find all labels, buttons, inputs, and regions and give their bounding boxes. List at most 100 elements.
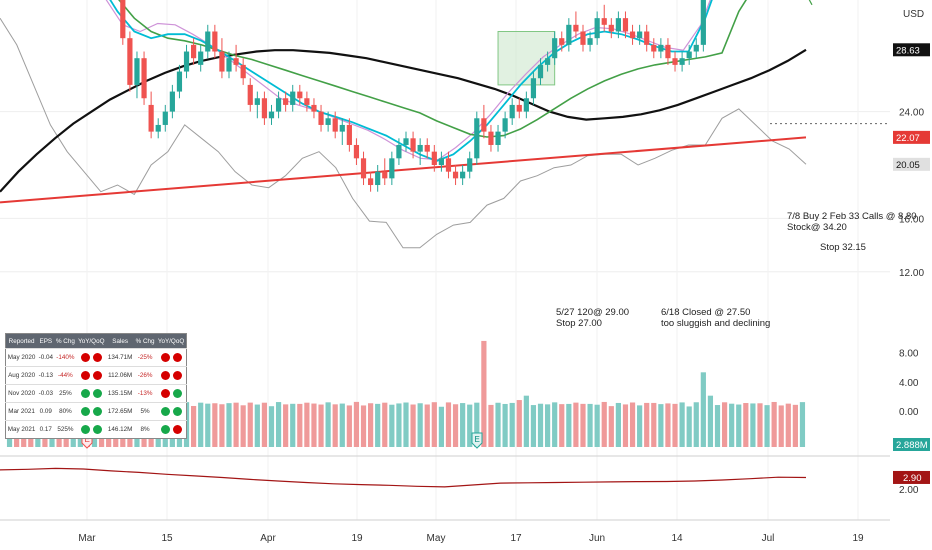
header-reported: Reported bbox=[5, 333, 38, 349]
volume-tick: 4.00 bbox=[899, 378, 919, 389]
lower-tick: 2.00 bbox=[899, 485, 919, 496]
red-dot-icon bbox=[160, 353, 170, 362]
volume-bar bbox=[240, 405, 246, 447]
volume-bar bbox=[714, 405, 721, 447]
annotation-stop: Stop 32.15 bbox=[820, 242, 866, 253]
earnings-marker-2[interactable]: E bbox=[471, 432, 483, 449]
volume-bar bbox=[254, 404, 260, 447]
price-tick: 12.00 bbox=[899, 268, 924, 279]
volume-bar bbox=[799, 402, 806, 447]
candle bbox=[389, 151, 395, 186]
candle bbox=[452, 165, 459, 186]
volume-bar bbox=[304, 402, 310, 447]
lower-indicator bbox=[0, 467, 807, 488]
candle bbox=[438, 151, 444, 172]
earnings-marker-2-label: E bbox=[475, 435, 480, 444]
volume-bar bbox=[658, 404, 664, 447]
volume-bar bbox=[615, 402, 621, 447]
green-dot-icon bbox=[80, 389, 90, 398]
candle bbox=[290, 84, 296, 112]
candle bbox=[424, 138, 430, 159]
candle bbox=[219, 38, 225, 79]
candle bbox=[686, 44, 692, 65]
volume-bar bbox=[290, 403, 296, 447]
volume-bar bbox=[268, 406, 275, 447]
header-eps: EPS bbox=[37, 333, 55, 349]
volume-bar bbox=[757, 403, 763, 447]
candle bbox=[608, 18, 614, 39]
volume-bar bbox=[552, 402, 558, 447]
svg-text:22.07: 22.07 bbox=[896, 133, 920, 144]
candle bbox=[198, 44, 204, 72]
candle bbox=[509, 98, 515, 125]
svg-text:2.888M: 2.888M bbox=[896, 440, 928, 451]
svg-text:20.05: 20.05 bbox=[896, 160, 920, 171]
volume-bar bbox=[580, 403, 586, 447]
candle bbox=[445, 151, 452, 179]
row-sales-dots bbox=[156, 402, 187, 421]
red-dot-icon bbox=[172, 425, 182, 434]
green-dot-icon bbox=[80, 425, 90, 434]
volume-bar bbox=[346, 405, 352, 447]
green-dot-icon bbox=[160, 425, 170, 434]
row-sales-chg: -25% bbox=[134, 348, 157, 367]
candle bbox=[332, 111, 338, 139]
candle bbox=[530, 71, 537, 105]
candle bbox=[346, 118, 352, 152]
x-tick: Apr bbox=[260, 533, 276, 544]
row-reported: May 2020 bbox=[5, 348, 38, 367]
candle bbox=[162, 104, 168, 132]
volume-bar bbox=[481, 340, 487, 447]
annotation-may27-line2: Stop 27.00 bbox=[556, 318, 602, 329]
candle bbox=[481, 104, 487, 139]
red-dot-icon bbox=[160, 371, 170, 380]
red-dot-icon bbox=[172, 353, 182, 362]
candle bbox=[148, 91, 154, 139]
candle bbox=[297, 84, 303, 105]
volume-bar bbox=[594, 404, 600, 447]
candle bbox=[205, 24, 211, 59]
volume-bar bbox=[219, 404, 225, 447]
candle bbox=[247, 78, 253, 112]
candle bbox=[233, 44, 239, 72]
price-badge: 28.63 bbox=[893, 43, 930, 57]
earnings-row: Aug 2020 -0.13 -44% 112.06M -26% bbox=[5, 366, 187, 385]
volume-bar bbox=[537, 403, 544, 447]
candle bbox=[573, 11, 579, 39]
candle bbox=[488, 124, 494, 152]
pink-ma bbox=[105, 0, 711, 161]
candle bbox=[622, 11, 629, 39]
row-eps-chg: 80% bbox=[54, 402, 77, 421]
volume-bar bbox=[693, 402, 699, 447]
candle bbox=[275, 91, 282, 119]
candle bbox=[460, 165, 466, 186]
volume-bar bbox=[736, 404, 742, 447]
grid-lines bbox=[0, 0, 890, 521]
volume-bar bbox=[368, 403, 374, 447]
candle bbox=[134, 51, 140, 99]
green-dot-icon bbox=[172, 407, 182, 416]
green-dot-icon bbox=[160, 407, 170, 416]
volume-bar bbox=[389, 404, 395, 447]
row-sales-chg: -26% bbox=[134, 366, 157, 385]
volume-bar bbox=[275, 402, 282, 447]
candle bbox=[651, 38, 657, 59]
candle bbox=[325, 111, 331, 132]
candle bbox=[502, 111, 508, 139]
volume-bar bbox=[424, 404, 430, 447]
candle bbox=[665, 38, 671, 65]
volume-tick: 0.00 bbox=[899, 407, 919, 418]
volume-bar bbox=[438, 406, 444, 447]
candle bbox=[141, 51, 147, 105]
x-tick: 19 bbox=[351, 533, 363, 544]
currency-label[interactable]: USD bbox=[903, 9, 924, 20]
volume-bar bbox=[665, 403, 671, 447]
candle bbox=[403, 131, 409, 152]
ema-slow bbox=[118, 0, 747, 138]
row-sales-chg: -13% bbox=[134, 384, 157, 403]
red-dot-icon bbox=[80, 371, 90, 380]
header-eps-chg: % Chg bbox=[54, 333, 77, 349]
candle bbox=[311, 98, 317, 119]
candle bbox=[580, 24, 586, 52]
